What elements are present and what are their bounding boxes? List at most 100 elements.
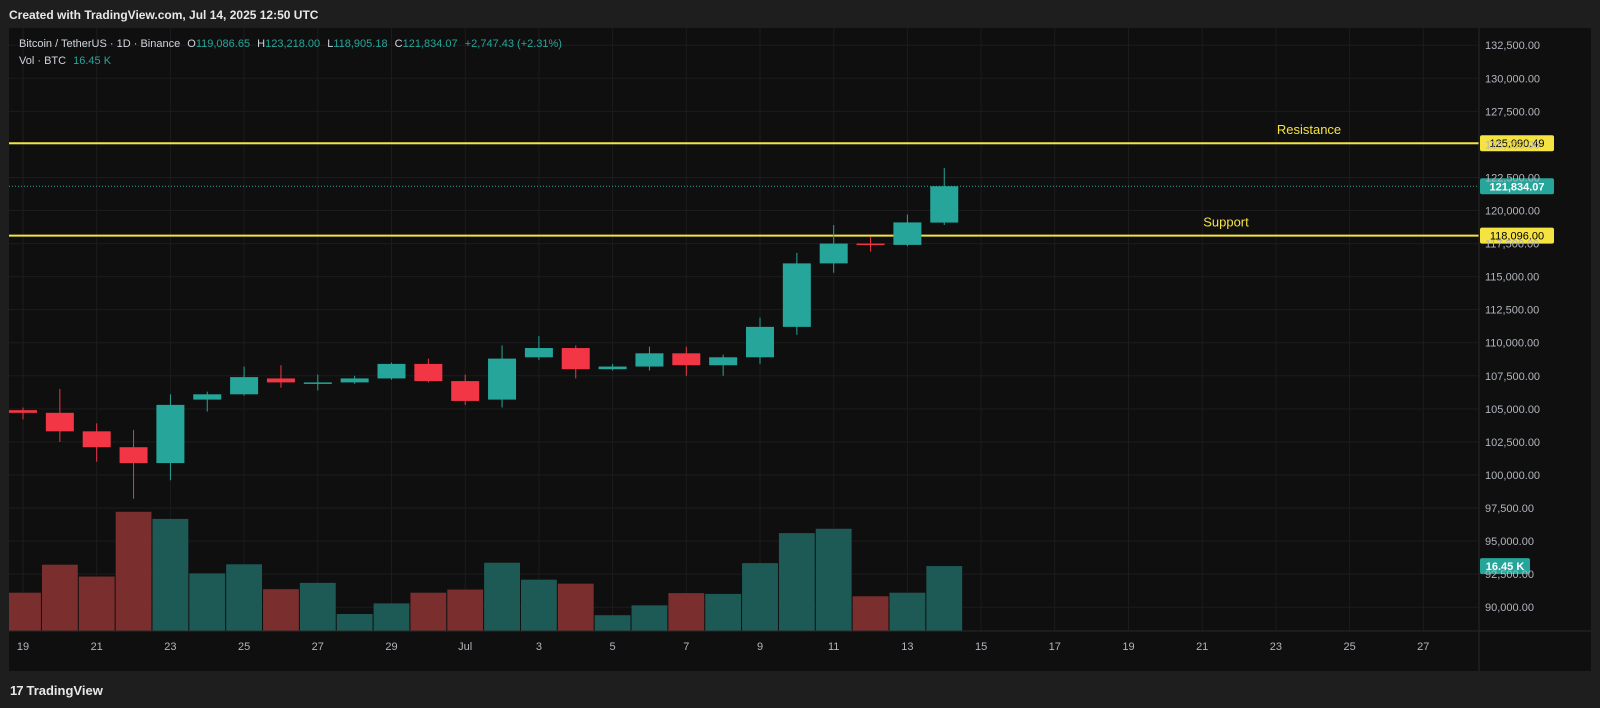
level-label-support: Support	[1203, 215, 1249, 230]
candle-body	[45, 412, 74, 432]
current-volume-tag	[1480, 558, 1530, 575]
price-tick-label: 92,500.00	[1485, 569, 1534, 581]
volume-bar	[410, 592, 447, 631]
volume-bar	[78, 576, 115, 631]
level-price-tag-text: 118,096.00	[1490, 231, 1544, 243]
volume-bar	[152, 518, 189, 631]
volume-bar	[9, 592, 41, 631]
current-price-tag	[1480, 178, 1554, 195]
date-tick-label: 23	[164, 641, 176, 653]
change-value: +2,747.43 (+2.31%)	[464, 38, 562, 50]
symbol-legend: Bitcoin / TetherUS · 1D · Binance O119,0…	[19, 36, 562, 70]
volume-bar	[742, 563, 778, 631]
candle-body	[819, 243, 848, 264]
date-tick-label: 13	[901, 641, 913, 653]
high-value: 123,218.00	[265, 38, 321, 50]
candle-body	[672, 353, 701, 366]
volume-bar	[115, 511, 152, 631]
date-tick-label: 15	[975, 641, 987, 653]
volume-row: Vol · BTC 16.45 K	[19, 53, 562, 70]
date-tick-label: 9	[757, 641, 763, 653]
high-label: H	[257, 38, 266, 50]
volume-bar	[226, 564, 263, 631]
date-tick-label: 19	[17, 641, 29, 653]
volume-bar	[815, 528, 852, 631]
price-tick-label: 100,000.00	[1485, 470, 1540, 482]
low-label: L	[327, 38, 334, 50]
price-tick-label: 102,500.00	[1485, 437, 1540, 449]
volume-label[interactable]: Vol · BTC	[19, 55, 67, 67]
price-tick-label: 110,000.00	[1485, 338, 1539, 350]
candlestick-chart[interactable]: Resistance 125,090.49 Support 118,096.00 121…	[9, 28, 1591, 671]
volume-bar	[373, 603, 410, 631]
candle-body	[524, 348, 553, 358]
candle-body	[488, 358, 517, 400]
date-tick-label: 23	[1270, 641, 1282, 653]
footer-bar: 17 TradingView	[0, 671, 1600, 708]
grid-lines	[9, 28, 1479, 631]
open-label: O	[187, 38, 196, 50]
date-tick-label: 21	[1196, 641, 1208, 653]
volume-bar	[778, 533, 815, 631]
tradingview-logo[interactable]: 17 TradingView	[10, 683, 103, 698]
volume-bar	[484, 562, 520, 631]
candle-body	[414, 363, 443, 382]
candle-body	[746, 326, 774, 358]
price-tick-label: 117,500.00	[1485, 239, 1539, 251]
volume-bar	[631, 605, 668, 631]
created-with-text: Created with TradingView.com, Jul 14, 20…	[9, 8, 319, 22]
ohlc-row: Bitcoin / TetherUS · 1D · Binance O119,0…	[19, 36, 562, 53]
price-tick-label: 112,500.00	[1485, 305, 1539, 317]
candle-body	[451, 381, 480, 401]
price-tick-label: 115,000.00	[1485, 272, 1539, 284]
date-tick-label: 5	[610, 641, 616, 653]
level-price-tag	[1480, 135, 1554, 152]
chart-pane[interactable]: Resistance 125,090.49 Support 118,096.00 121…	[9, 28, 1591, 671]
price-tick-label: 120,000.00	[1485, 206, 1540, 218]
volume-bar	[447, 589, 484, 631]
symbol-title[interactable]: Bitcoin / TetherUS · 1D · Binance	[19, 38, 181, 50]
axes: 90,000.00 92,500.00 95,000.00 97,500.00 100,…	[9, 28, 1591, 671]
date-tick-label: 3	[536, 641, 542, 653]
candle-body	[303, 382, 332, 384]
current-price-tag-text: 121,834.07	[1489, 181, 1544, 193]
candle-body	[377, 363, 406, 379]
volume-bar	[705, 593, 742, 631]
volume-bar	[299, 582, 336, 631]
candle-body	[230, 377, 259, 395]
date-tick-label: 19	[1122, 641, 1134, 653]
date-tick-label: 29	[385, 641, 397, 653]
candle-body	[856, 243, 885, 246]
candle-body	[930, 186, 959, 223]
price-tick-label: 97,500.00	[1485, 503, 1534, 515]
tradingview-logo-icon: 17	[10, 683, 24, 698]
low-value: 118,905.18	[333, 38, 388, 50]
volume-bar	[594, 615, 631, 631]
candle-body	[119, 447, 148, 464]
date-tick-label: 21	[91, 641, 103, 653]
date-tick-label: 17	[1049, 641, 1061, 653]
date-tick-label: 7	[683, 641, 689, 653]
close-value: 121,834.07	[402, 38, 458, 50]
current-volume-tag-text: 16.45 K	[1486, 561, 1525, 573]
candle-body	[193, 394, 222, 400]
price-tick-label: 105,000.00	[1485, 404, 1540, 416]
level-label-resistance: Resistance	[1277, 122, 1341, 137]
volume-bars	[9, 511, 963, 631]
volume-bar	[263, 589, 299, 631]
price-tick-label: 95,000.00	[1485, 536, 1534, 548]
candle-body	[9, 410, 37, 413]
candle-body	[561, 348, 590, 370]
price-tick-label: 125,000.00	[1485, 139, 1540, 151]
date-tick-label: 27	[1417, 641, 1429, 653]
price-tick-label: 132,500.00	[1485, 40, 1540, 52]
price-tick-label: 90,000.00	[1485, 602, 1534, 614]
price-tick-label: 107,500.00	[1485, 371, 1540, 383]
volume-bar	[889, 592, 926, 631]
tradingview-logo-text: TradingView	[26, 683, 103, 698]
close-label: C	[394, 38, 403, 50]
candle-body	[598, 366, 627, 370]
date-tick-label: 27	[312, 641, 324, 653]
volume-bar	[520, 579, 557, 631]
volume-bar	[336, 614, 373, 631]
